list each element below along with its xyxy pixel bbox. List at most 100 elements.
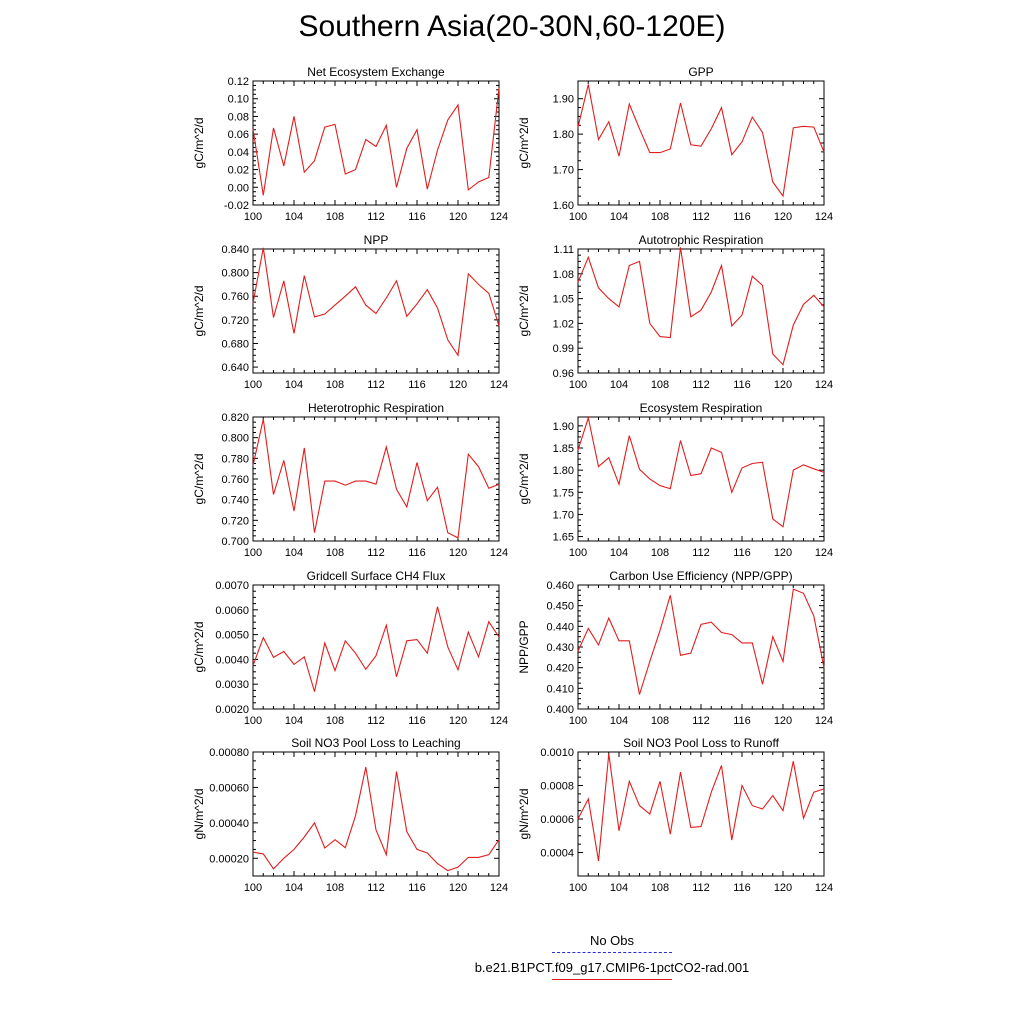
y-tick-label: 1.70 (553, 165, 574, 177)
x-tick-label: 116 (408, 379, 426, 391)
x-tick-label: 112 (692, 379, 710, 391)
y-tick-label: 0.720 (221, 315, 249, 327)
series-line (577, 753, 825, 861)
x-tick-label: 124 (815, 715, 833, 727)
x-tick-label: 120 (449, 715, 467, 727)
y-tick-label: 0.0006 (540, 814, 574, 826)
panel-frame (577, 751, 825, 877)
panel-title: Heterotrophic Respiration (308, 401, 444, 415)
y-axis-label: NPP/GPP (517, 620, 531, 673)
x-tick-label: 100 (244, 379, 262, 391)
y-axis-label: gC/m^2/d (517, 118, 531, 169)
y-axis-label: gC/m^2/d (192, 286, 206, 337)
y-tick-label: 1.70 (553, 509, 574, 521)
x-tick-label: 108 (651, 379, 669, 391)
x-tick-label: 120 (774, 547, 792, 559)
y-tick-label: 1.90 (553, 421, 574, 433)
panel-frame (252, 416, 500, 542)
x-tick-label: 112 (692, 882, 710, 894)
panel-frame (252, 751, 500, 877)
x-tick-label: 116 (733, 547, 751, 559)
x-tick-label: 108 (326, 379, 344, 391)
x-tick-label: 100 (569, 379, 587, 391)
x-tick-label: 120 (774, 211, 792, 223)
y-tick-label: 1.80 (553, 129, 574, 141)
y-tick-label: 0.840 (221, 244, 249, 256)
panel-title: Carbon Use Efficiency (NPP/GPP) (609, 569, 792, 583)
y-tick-label: 1.80 (553, 465, 574, 477)
x-tick-label: 116 (408, 547, 426, 559)
y-tick-label: 0.10 (228, 94, 249, 106)
x-tick-label: 100 (569, 882, 587, 894)
x-tick-label: 108 (326, 882, 344, 894)
y-tick-label: 0.00040 (209, 818, 249, 830)
y-tick-label: 1.65 (553, 532, 574, 544)
x-tick-label: 120 (774, 379, 792, 391)
y-tick-label: 1.75 (553, 487, 574, 499)
y-tick-label: 0.820 (221, 412, 249, 424)
x-tick-label: 120 (449, 379, 467, 391)
y-tick-label: 0.0040 (215, 654, 249, 666)
x-tick-label: 120 (449, 211, 467, 223)
y-tick-label: 0.0004 (540, 848, 574, 860)
series-line (252, 88, 500, 196)
y-tick-label: 0.06 (228, 129, 249, 141)
y-tick-label: 0.0070 (215, 580, 249, 592)
x-tick-label: 104 (610, 715, 628, 727)
panel-frame (577, 584, 825, 710)
x-tick-label: 100 (244, 715, 262, 727)
x-tick-label: 108 (326, 211, 344, 223)
y-tick-label: 0.760 (221, 291, 249, 303)
y-axis-label: gN/m^2/d (192, 789, 206, 840)
series-line (252, 766, 500, 872)
y-tick-label: 0.800 (221, 268, 249, 280)
panel-title: Soil NO3 Pool Loss to Runoff (623, 736, 780, 750)
panel-title: Ecosystem Respiration (640, 401, 763, 415)
y-tick-label: 0.0060 (215, 605, 249, 617)
y-tick-label: 0.0010 (540, 747, 574, 759)
x-tick-label: 116 (408, 882, 426, 894)
legend-label-model: b.e21.B1PCT.f09_g17.CMIP6-1pctCO2-rad.00… (474, 960, 750, 975)
series-line (577, 415, 825, 528)
series-line (252, 247, 500, 357)
x-tick-label: 116 (408, 715, 426, 727)
panel-title: Autotrophic Respiration (639, 233, 764, 247)
x-tick-label: 124 (815, 379, 833, 391)
x-tick-label: 124 (815, 882, 833, 894)
x-tick-label: 104 (610, 379, 628, 391)
x-tick-label: 112 (692, 547, 710, 559)
x-tick-label: 124 (490, 379, 508, 391)
y-tick-label: 0.0030 (215, 679, 249, 691)
x-tick-label: 108 (651, 715, 669, 727)
x-tick-label: 112 (692, 211, 710, 223)
x-tick-label: 124 (490, 715, 508, 727)
x-tick-label: 124 (490, 211, 508, 223)
panel-title: Soil NO3 Pool Loss to Leaching (291, 736, 460, 750)
y-tick-label: 0.410 (546, 683, 574, 695)
y-tick-label: 0.96 (553, 368, 574, 380)
x-tick-label: 108 (326, 547, 344, 559)
panel-frame (252, 584, 500, 710)
x-tick-label: 116 (733, 379, 751, 391)
y-tick-label: 0.720 (221, 515, 249, 527)
x-tick-label: 100 (569, 715, 587, 727)
x-tick-label: 104 (610, 547, 628, 559)
panel-title: Gridcell Surface CH4 Flux (307, 569, 446, 583)
y-tick-label: 0.640 (221, 362, 249, 374)
panel-title: NPP (364, 233, 389, 247)
y-tick-label: 0.740 (221, 495, 249, 507)
x-tick-label: 112 (367, 715, 385, 727)
y-tick-label: 0.12 (228, 76, 249, 88)
x-tick-label: 100 (569, 211, 587, 223)
x-tick-label: 120 (774, 715, 792, 727)
y-tick-label: 0.420 (546, 663, 574, 675)
x-tick-label: 108 (651, 211, 669, 223)
x-tick-label: 100 (244, 547, 262, 559)
panel-frame (577, 416, 825, 542)
x-tick-label: 108 (326, 715, 344, 727)
x-tick-label: 104 (285, 211, 303, 223)
x-tick-label: 124 (490, 882, 508, 894)
x-tick-label: 112 (367, 211, 385, 223)
